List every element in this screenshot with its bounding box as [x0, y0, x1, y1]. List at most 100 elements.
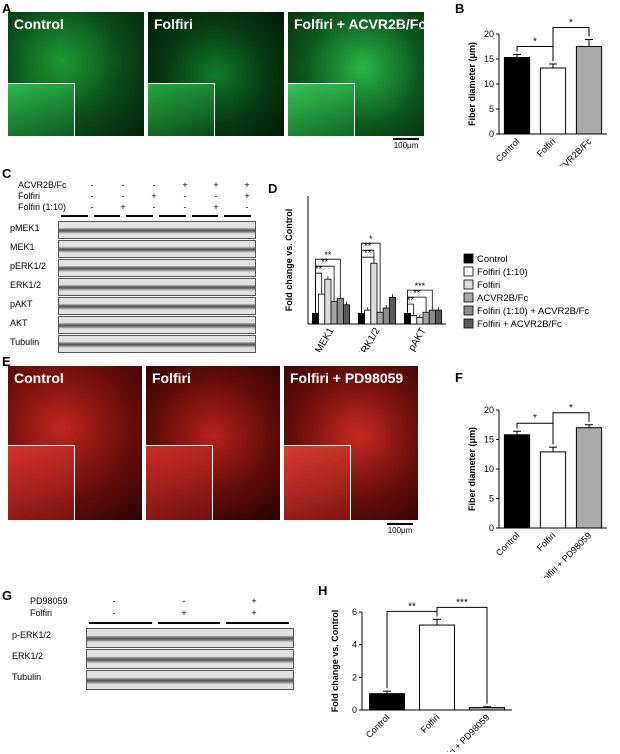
blot-band	[86, 628, 294, 648]
micrograph-inset	[288, 83, 355, 136]
blot-row-label: ERK1/2	[12, 651, 44, 661]
bar	[575, 427, 603, 529]
micrograph-folfiri-red: Folfiri	[146, 366, 280, 520]
bar	[434, 309, 442, 325]
treatment-sign: +	[182, 180, 188, 190]
bar	[416, 317, 424, 325]
significance-label: **	[364, 248, 372, 258]
lane-group-line	[93, 215, 121, 217]
treatment-sign: -	[152, 180, 156, 190]
micrograph-title: Folfiri + ACVR2B/Fc	[294, 16, 424, 32]
lane-group-line	[157, 622, 221, 624]
micrograph-title: Folfiri	[152, 370, 191, 386]
y-tick-label: 0	[352, 705, 357, 715]
significance-label: **	[321, 257, 329, 267]
bar	[575, 46, 603, 135]
micrograph-inset	[284, 445, 351, 520]
treatment-sign: -	[121, 191, 125, 201]
significance-label: ***	[456, 597, 468, 608]
significance-label: **	[364, 241, 372, 251]
blot-band	[58, 297, 256, 315]
panel-letter-f: F	[455, 370, 463, 385]
micrograph-inset	[8, 83, 75, 136]
y-tick-label: 2	[352, 672, 357, 682]
panel-letter-a: A	[2, 1, 12, 16]
bar	[428, 309, 436, 325]
bar	[389, 296, 397, 325]
lane-group-line	[226, 622, 289, 624]
treatment-sign: -	[90, 180, 94, 190]
x-tick-label: pERK1/2	[353, 326, 383, 352]
micrograph-acvr-green: Folfiri + ACVR2B/Fc	[288, 12, 424, 136]
significance-label: **	[324, 250, 332, 260]
blot-row-label: ERK1/2	[10, 280, 42, 290]
treatment-sign: +	[213, 202, 219, 212]
bar	[318, 293, 326, 325]
lane-group-line	[89, 622, 152, 624]
treatment-sign: +	[251, 608, 257, 618]
legend-swatch	[463, 318, 474, 329]
panel-letter-d: D	[268, 181, 278, 196]
significance-label: **	[407, 295, 415, 305]
bar	[503, 434, 531, 529]
y-tick-label: 15	[484, 54, 494, 64]
y-tick-label: 0	[489, 129, 494, 139]
blot-band	[58, 278, 256, 296]
micrograph-inset	[8, 445, 75, 520]
y-tick-label: 6	[352, 607, 357, 617]
bar	[382, 307, 390, 325]
significance-label: *	[569, 403, 573, 414]
treatment-sign: -	[152, 202, 156, 212]
micrograph-title: Control	[14, 16, 64, 32]
legend-swatch	[463, 305, 474, 316]
treatment-sign: -	[245, 202, 249, 212]
chart-b-fiber-diameter: 0 5 10 15 20 Fiber diameter (μm) Control Folfir…	[467, 18, 607, 166]
bar	[410, 315, 418, 325]
y-tick-label: 10	[484, 464, 494, 474]
blot-band	[58, 316, 256, 334]
panel-letter-g: G	[2, 588, 13, 603]
legend-swatch	[463, 266, 474, 277]
blot-band	[86, 649, 294, 669]
micrograph-inset	[148, 83, 215, 136]
micrograph-pd-red: Folfiri + PD98059	[284, 366, 418, 520]
treatment-sign: -	[182, 596, 186, 606]
y-axis-label: Fold change vs. Control	[284, 209, 294, 312]
significance-bracket	[407, 289, 433, 312]
blot-row-label: p-ERK1/2	[12, 630, 52, 640]
y-tick-label: 20	[484, 405, 494, 415]
panel-letter-e: E	[2, 354, 11, 369]
bar	[369, 693, 405, 711]
x-tick-label: Folfiri	[535, 530, 558, 553]
lane-group-line	[191, 215, 219, 217]
blot-row-label: pAKT	[10, 299, 33, 309]
blot-row-label: Tubulin	[10, 337, 40, 347]
scale-bar-a: 100μm	[388, 138, 424, 150]
significance-bracket	[407, 303, 415, 314]
blot-band	[58, 221, 256, 239]
panel-letter-h: H	[318, 583, 328, 598]
panel-letter-c: C	[2, 166, 12, 181]
bar	[336, 298, 344, 325]
micrograph-control-red: Control	[8, 366, 142, 520]
y-tick-label: 4	[352, 640, 357, 650]
blot-row-label: MEK1	[10, 242, 35, 252]
significance-label: *	[369, 234, 373, 244]
legend-swatch	[463, 292, 474, 303]
treatment-sign: -	[183, 191, 187, 201]
treatment-sign: -	[90, 191, 94, 201]
treatment-sign: +	[181, 608, 187, 618]
bar	[358, 312, 366, 325]
bar	[343, 304, 351, 325]
treatment-label: Folfiri	[30, 608, 52, 618]
chart-f-fiber-diameter: 0 5 10 15 20 Fiber diameter (μm) Control Folfir…	[467, 403, 607, 578]
legend-label: Folfiri + ACVR2B/Fc	[477, 319, 562, 330]
treatment-sign: -	[90, 202, 94, 212]
y-tick-label: 5	[489, 494, 494, 504]
treatment-sign: +	[120, 202, 126, 212]
x-tick-label: Folfiri	[419, 712, 442, 735]
bar	[503, 57, 531, 135]
legend-label: Folfiri	[477, 280, 500, 291]
significance-label: *	[533, 413, 537, 424]
lane-group-line	[224, 215, 251, 217]
